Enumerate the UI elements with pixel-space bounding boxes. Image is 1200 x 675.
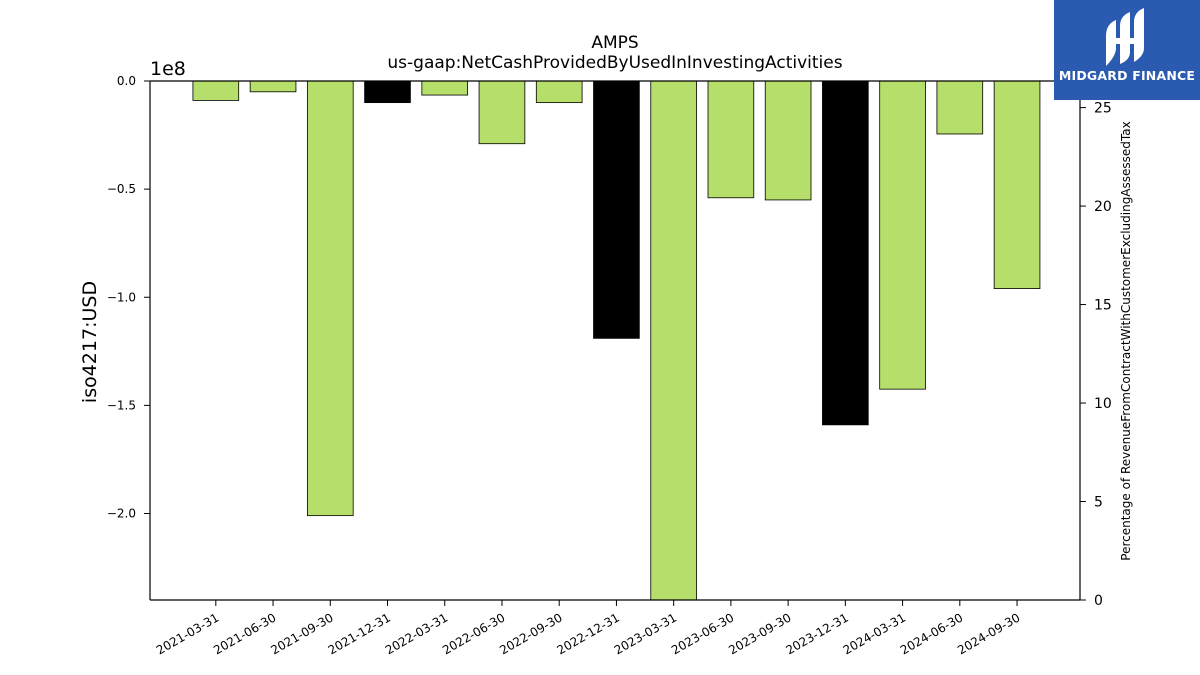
y-tick-label: −1.0 [107, 290, 136, 304]
x-tick-label: 2023-09-30 [726, 610, 793, 657]
bar-2023-12-31 [822, 80, 869, 426]
y-offset-label: 1e8 [150, 58, 186, 80]
x-tick-label: 2023-12-31 [783, 610, 850, 657]
bar-2022-03-31 [421, 80, 469, 96]
bar-2023-03-31 [650, 80, 697, 601]
y2-tick-label: 5 [1094, 495, 1103, 511]
bar-2022-09-30 [535, 80, 583, 104]
y-tick-label: −2.0 [107, 507, 136, 521]
x-tick-label: 2021-06-30 [211, 610, 278, 657]
y2-tick-label: 20 [1094, 199, 1112, 215]
bar-2023-06-30 [707, 80, 755, 199]
y2-tick-label: 15 [1094, 298, 1112, 314]
midgard-finance-logo: MIDGARD FINANCE [1054, 0, 1200, 100]
logo-mark-icon [1106, 8, 1144, 66]
y-tick-label: −0.5 [107, 182, 136, 196]
x-tick-label: 2022-09-30 [497, 610, 564, 657]
chart-subtitle: us-gaap:NetCashProvidedByUsedInInvesting… [387, 53, 842, 73]
x-tick-label: 2023-03-31 [612, 610, 679, 657]
x-tick-label: 2023-06-30 [669, 610, 736, 657]
x-tick-label: 2021-03-31 [154, 610, 221, 657]
bar-2024-06-30 [936, 80, 984, 135]
x-tick-label: 2021-09-30 [268, 610, 335, 657]
bar-2024-03-31 [879, 80, 926, 390]
bar-2021-09-30 [306, 80, 354, 517]
bar-2021-12-31 [364, 80, 411, 104]
y-tick-label: −1.5 [107, 398, 136, 412]
x-tick-label: 2021-12-31 [326, 610, 393, 657]
x-tick-label: 2022-03-31 [383, 610, 450, 657]
bar-2022-12-31 [593, 80, 640, 339]
chart-title: AMPS [591, 33, 638, 53]
y2-tick-label: 10 [1094, 396, 1112, 412]
bar-2021-03-31 [192, 80, 240, 101]
logo-text: MIDGARD FINANCE [1058, 68, 1196, 83]
x-tick-label: 2022-12-31 [555, 610, 622, 657]
y-tick-label: 0.0 [117, 74, 136, 88]
x-tick-label: 2022-06-30 [440, 610, 507, 657]
bar-2023-09-30 [764, 80, 812, 201]
bars-group [192, 80, 1041, 601]
y2-axis-label: Percentage of RevenueFromContractWithCus… [1119, 121, 1133, 560]
x-tick-label: 2024-09-30 [955, 610, 1022, 657]
y2-tick-label: 0 [1094, 593, 1103, 609]
bar-2024-09-30 [993, 80, 1041, 290]
y-axis-label: iso4217:USD [79, 281, 101, 403]
bar-2022-06-30 [478, 80, 526, 145]
bar-2021-06-30 [249, 80, 297, 93]
x-tick-label: 2024-06-30 [898, 610, 965, 657]
y2-tick-label: 25 [1094, 101, 1112, 117]
x-tick-label: 2024-03-31 [841, 610, 908, 657]
